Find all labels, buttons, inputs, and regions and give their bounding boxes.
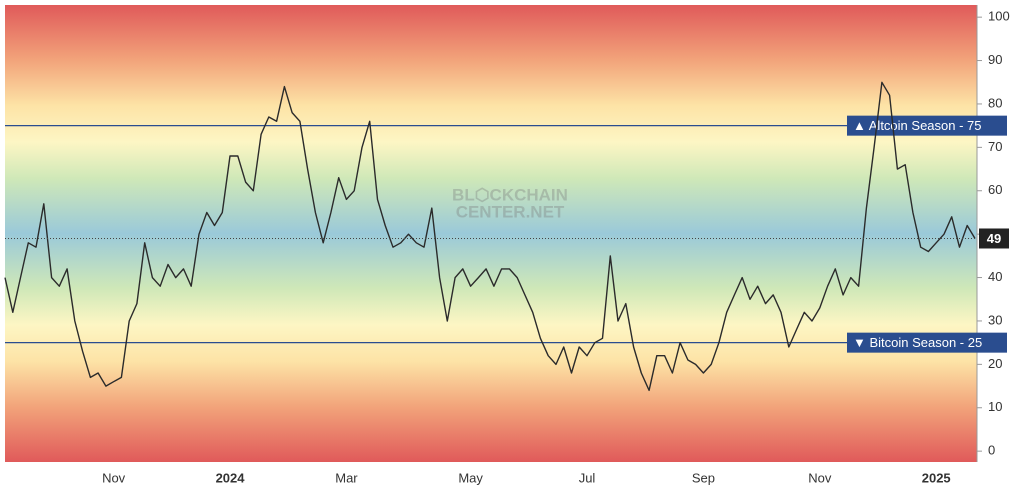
x-tick-label: 2025 xyxy=(922,470,951,485)
x-tick-label: Mar xyxy=(335,470,358,485)
x-tick-label: Sep xyxy=(692,470,715,485)
y-tick-label: 30 xyxy=(988,312,1002,327)
y-tick-label: 60 xyxy=(988,182,1002,197)
y-tick-label: 0 xyxy=(988,443,995,458)
current-value-box xyxy=(979,228,1009,249)
x-axis-band xyxy=(0,463,1024,491)
y-tick-label: 20 xyxy=(988,356,1002,371)
y-tick-label: 90 xyxy=(988,52,1002,67)
y-tick-label: 100 xyxy=(988,9,1010,24)
y-tick-label: 10 xyxy=(988,399,1002,414)
reference-label: ▼ Bitcoin Season - 25 xyxy=(853,335,982,350)
watermark: CENTER.NET xyxy=(456,202,565,221)
x-tick-label: Nov xyxy=(808,470,832,485)
y-tick-label: 80 xyxy=(988,95,1002,110)
x-tick-label: 2024 xyxy=(216,470,246,485)
x-tick-label: Nov xyxy=(102,470,126,485)
reference-label-box xyxy=(847,332,1007,353)
y-tick-label: 40 xyxy=(988,269,1002,284)
plot-background xyxy=(5,5,977,462)
reference-label-box xyxy=(847,115,1007,136)
reference-label: ▲ Altcoin Season - 75 xyxy=(853,118,982,133)
current-value-label: 49 xyxy=(987,231,1001,246)
x-tick-label: Jul xyxy=(579,470,596,485)
index-line xyxy=(4,81,976,392)
watermark: BL⬡CKCHAIN xyxy=(452,185,568,204)
y-tick-label: 70 xyxy=(988,139,1002,154)
x-tick-label: May xyxy=(458,470,483,485)
